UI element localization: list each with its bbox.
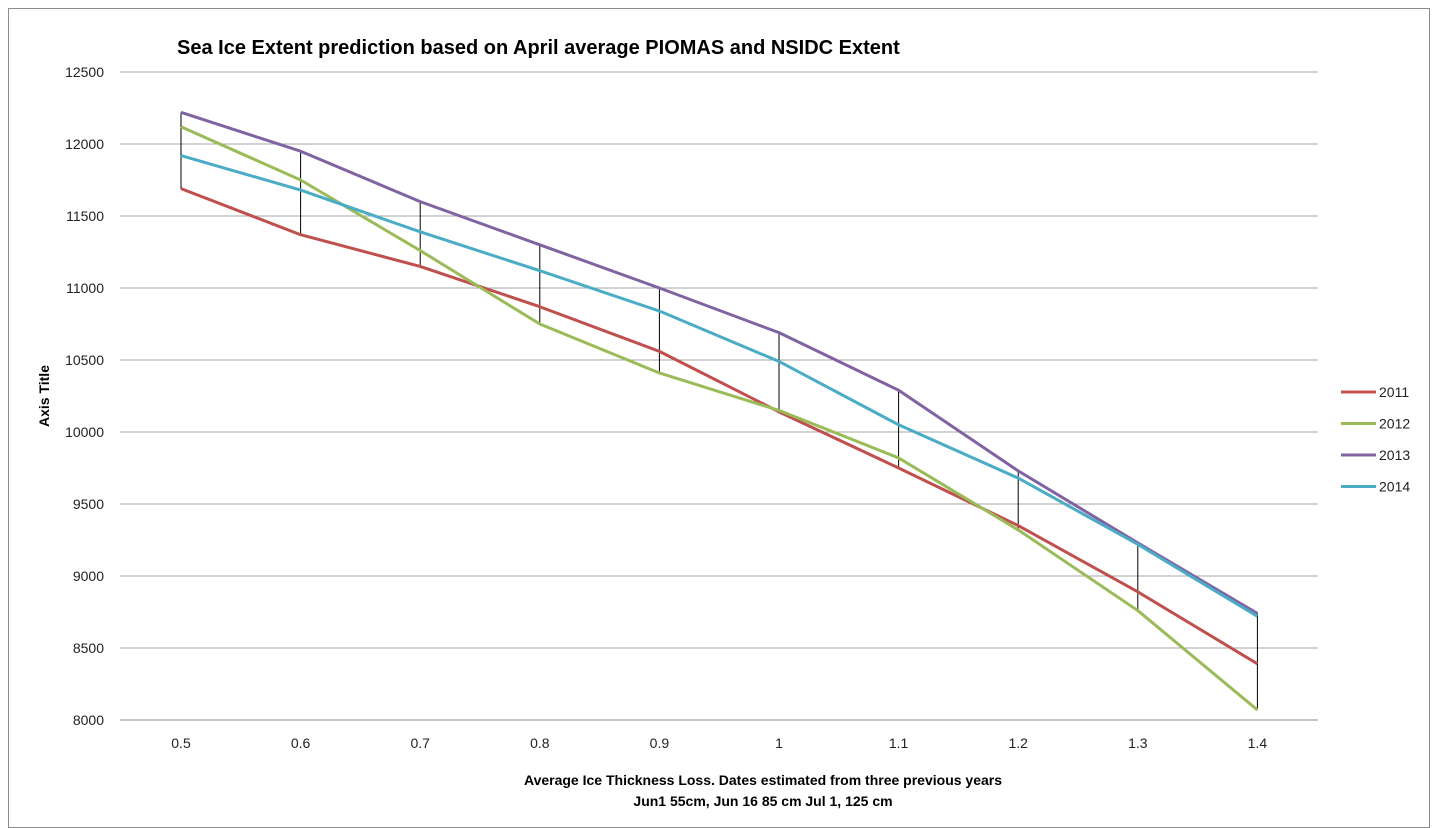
legend-label-2012: 2012 [1379,416,1410,432]
legend: 2011 2012 2013 2014 [1341,384,1410,495]
x-tick-label: 1.4 [1248,735,1268,751]
x-tick-label: 1.2 [1008,735,1028,751]
x-tick-label: 0.7 [410,735,430,751]
x-tick-label: 1 [775,735,783,751]
x-tick-label: 0.8 [530,735,550,751]
y-tick-label: 10000 [65,424,104,440]
x-axis-title-line-2: Jun1 55cm, Jun 16 85 cm Jul 1, 125 cm [633,793,892,809]
y-tick-label: 10500 [65,352,104,368]
legend-label-2014: 2014 [1379,479,1410,495]
x-tick-label: 1.3 [1128,735,1148,751]
y-tick-label: 12500 [65,64,104,80]
high-low-lines [180,112,1258,710]
x-axis-ticks: 0.5 0.6 0.7 0.8 0.9 1 1.1 1.2 1.3 1.4 [171,735,1267,751]
series-line-2014 [180,154,1259,618]
x-tick-label: 1.1 [889,735,909,751]
y-axis-title: Axis Title [36,365,52,427]
y-tick-label: 8500 [73,640,104,656]
y-tick-label: 11500 [66,208,104,224]
series-lines [180,110,1259,712]
legend-label-2011: 2011 [1379,384,1409,400]
y-tick-label: 12000 [65,136,104,152]
x-tick-label: 0.6 [291,735,311,751]
y-tick-label: 11000 [66,280,104,296]
y-axis-ticks: 8000 8500 9000 9500 10000 10500 11000 11500 1200… [65,64,104,728]
series-line-2012 [180,125,1259,712]
legend-label-2013: 2013 [1379,447,1410,463]
series-line-2011 [180,187,1259,666]
chart-title: Sea Ice Extent prediction based on April… [177,37,900,59]
chart-frame [8,8,1430,828]
x-tick-label: 0.5 [171,735,191,751]
x-axis-title-line-1: Average Ice Thickness Loss. Dates estima… [524,772,1002,788]
y-tick-label: 9500 [73,496,104,512]
x-tick-label: 0.9 [650,735,670,751]
y-tick-label: 9000 [73,568,104,584]
gridlines [120,71,1318,721]
series-line-2013 [180,110,1259,615]
y-tick-label: 8000 [73,712,104,728]
